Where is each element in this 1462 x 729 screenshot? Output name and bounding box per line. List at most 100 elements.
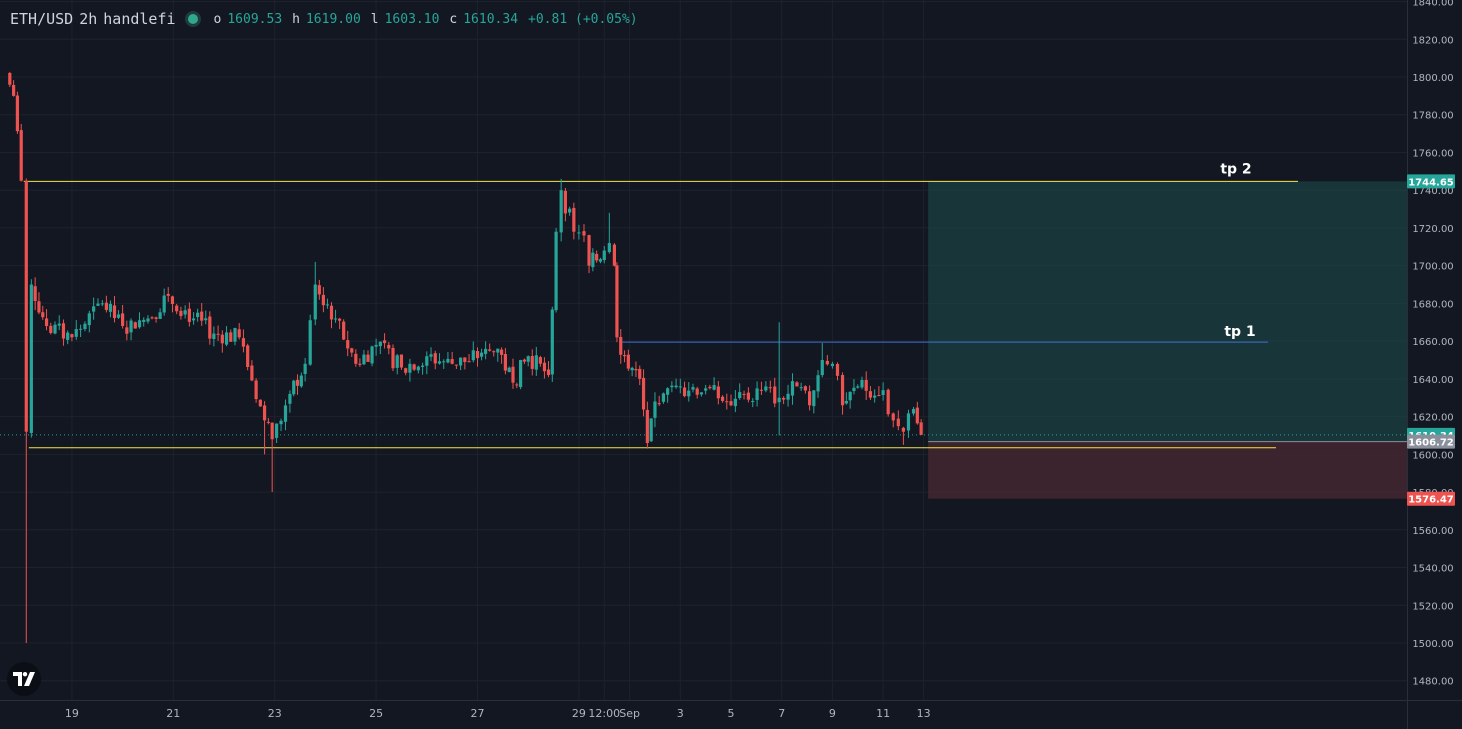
close-label: c (449, 11, 458, 27)
candle-body (382, 340, 387, 344)
candle-body (66, 332, 70, 340)
candle-body (708, 386, 712, 389)
candle-body (70, 334, 74, 338)
candle-body (283, 405, 288, 422)
target-zone (928, 181, 1407, 442)
candle-body (442, 361, 446, 363)
candle-body (873, 395, 877, 398)
candle-body (329, 305, 334, 320)
candle-body (820, 360, 824, 376)
candle-body (786, 393, 790, 400)
author-label: handlefi (103, 10, 176, 28)
time-tick-label: 11 (876, 707, 890, 720)
candle-body (856, 386, 860, 388)
candles (8, 71, 923, 643)
tv-logo-mark (13, 672, 35, 686)
candle-body (807, 391, 812, 406)
candle-body (720, 396, 725, 401)
candle-body (835, 363, 840, 376)
candle-body (387, 344, 391, 349)
candle-body (412, 364, 416, 370)
candle-body (864, 379, 868, 391)
candle-body (906, 413, 911, 431)
candle-body (790, 381, 795, 396)
candle-body (408, 363, 412, 373)
price-tick-label: 1800.00 (1412, 73, 1453, 84)
candle-body (395, 355, 399, 368)
candle-body (333, 318, 338, 320)
position-zones (928, 181, 1407, 499)
candle-body (158, 312, 162, 319)
candle-body (44, 318, 49, 327)
candle-body (782, 397, 786, 400)
candle-body (534, 355, 538, 370)
candle-body (250, 365, 254, 381)
interval-label[interactable]: 2h (79, 10, 98, 28)
candle-body (607, 243, 611, 253)
time-tick-label: 19 (65, 707, 79, 720)
close-value: 1610.34 (463, 11, 519, 27)
candle-body (241, 338, 246, 347)
candle-body (568, 208, 572, 213)
candle-body (645, 409, 649, 444)
price-tick-label: 1660.00 (1412, 337, 1453, 348)
candle-body (860, 379, 864, 388)
candle-body (825, 360, 829, 365)
candle-body (674, 385, 678, 388)
candle-body (133, 322, 137, 329)
price-tick-label: 1620.00 (1412, 413, 1453, 424)
candle-body (208, 316, 212, 339)
candle-body (325, 304, 330, 306)
candle-body (437, 361, 442, 364)
candle-body (74, 329, 78, 337)
candle-body (812, 390, 816, 407)
candle-body (350, 348, 354, 353)
candle-body (61, 323, 66, 339)
high-label: h (292, 11, 300, 27)
candle-body (868, 391, 873, 398)
level-lines: tp 2 tp 1 (0, 161, 1407, 449)
candle-body (299, 375, 303, 387)
symbol-title[interactable]: ETH/USD (10, 10, 74, 28)
candle-body (507, 367, 511, 373)
candle-body (755, 388, 759, 400)
candle-body (475, 351, 480, 359)
candle-body (682, 387, 687, 397)
candle-body (649, 418, 653, 442)
price-tick-label: 1720.00 (1412, 224, 1453, 235)
candle-body (229, 332, 233, 342)
price-tick-label: 1500.00 (1412, 639, 1453, 650)
candle-body (572, 207, 576, 232)
candle-body (619, 336, 623, 355)
candle-body (661, 393, 666, 402)
price-tick-label: 1840.00 (1412, 0, 1453, 9)
candle-body (108, 303, 113, 312)
candle-body (29, 284, 33, 433)
candle-body (615, 265, 619, 338)
time-tick-label: 5 (728, 707, 735, 720)
candle-body (275, 423, 279, 438)
tp2-label: tp 2 (1220, 161, 1251, 177)
candle-body (712, 385, 716, 390)
candle-body (100, 303, 104, 305)
candle-body (526, 356, 530, 362)
tradingview-logo-icon[interactable] (7, 662, 41, 696)
candle-body (716, 386, 720, 399)
candle-body (224, 332, 229, 345)
candle-body (911, 409, 916, 414)
candle-body (759, 389, 764, 391)
candle-body (630, 367, 634, 371)
candle-body (670, 385, 674, 388)
candle-body (522, 359, 527, 362)
candle-body (577, 232, 581, 234)
candle-body (896, 418, 900, 427)
candle-body (511, 366, 515, 383)
candle-body (641, 377, 646, 410)
candle-body (49, 325, 53, 333)
price-tick-label: 1560.00 (1412, 526, 1453, 537)
candle-body (12, 84, 16, 96)
candle-body (270, 422, 274, 440)
open-value: 1609.53 (227, 11, 283, 27)
